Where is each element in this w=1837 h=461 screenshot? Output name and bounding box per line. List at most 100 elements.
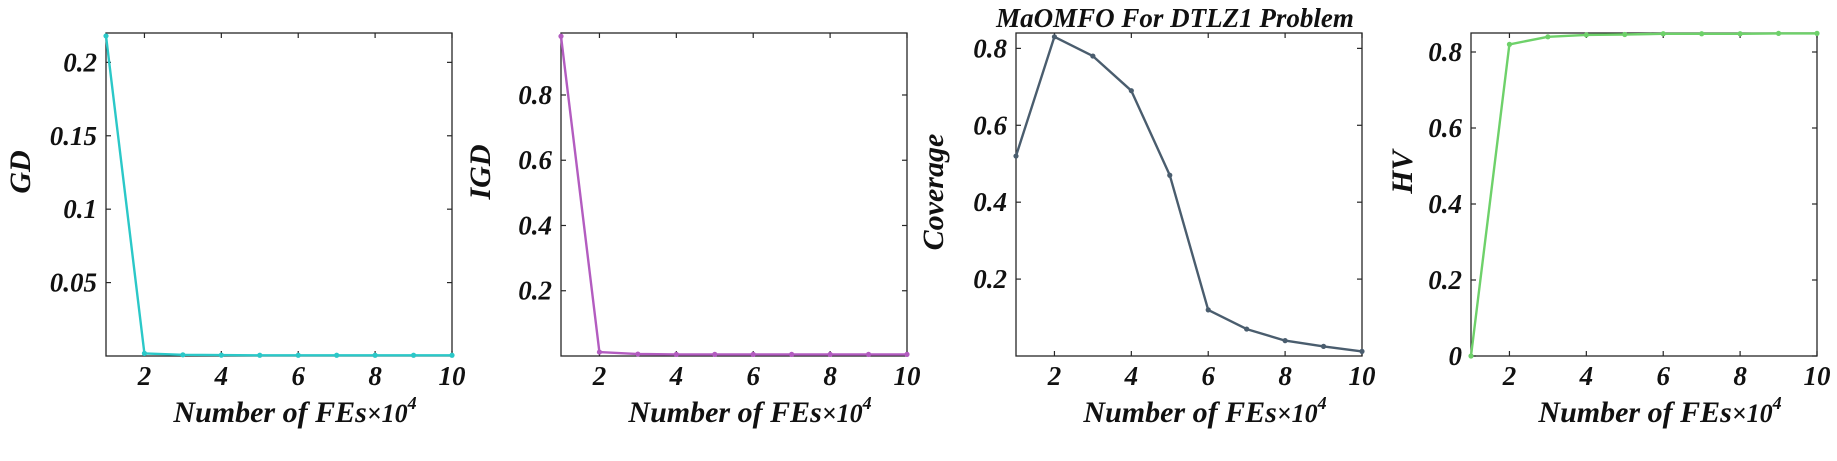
data-point [1090, 53, 1096, 59]
x-tick-label: 8 [1733, 361, 1747, 391]
y-tick-label: 0.8 [518, 80, 552, 110]
chart-panel-2: 2 4 6 8 10 0.2 0.4 0.6 0.8 Number of FEs×104 IGD [464, 32, 922, 429]
data-point [1699, 31, 1705, 37]
x-tick-label: 4 [1579, 361, 1594, 391]
y-tick-label: 0.2 [1428, 265, 1462, 295]
data-point [635, 351, 641, 357]
y-tick-label: 0.6 [1428, 113, 1462, 143]
data-point [1468, 353, 1474, 359]
y-tick-label: 0.6 [973, 110, 1007, 140]
x-tick-label: 2 [1047, 361, 1062, 391]
data-point [712, 351, 718, 357]
x-axis-label: Number of FEs×104 [1537, 393, 1781, 429]
chart-panel-4: 2 4 6 8 10 0 0.2 0.4 0.6 0.8 Number of FEs×104 HV [1386, 30, 1832, 429]
series-line [1469, 32, 1817, 357]
series-line [1014, 35, 1363, 353]
y-tick-label: 0.4 [518, 210, 552, 240]
data-point [1320, 343, 1327, 349]
data-point [1622, 31, 1628, 38]
data-point [1775, 30, 1782, 36]
data-point [596, 349, 603, 355]
x-tick-label: 4 [1124, 361, 1139, 391]
y-axis-label: Coverage [917, 134, 950, 251]
y-tick-label: 0.2 [973, 264, 1007, 294]
data-point [449, 352, 455, 358]
data-point [904, 351, 910, 357]
data-point [1051, 34, 1058, 40]
data-point [1737, 31, 1743, 37]
x-tick-label: 2 [592, 361, 607, 391]
data-point [1506, 41, 1513, 48]
y-tick-label: 0 [1449, 341, 1463, 371]
data-point [1205, 307, 1211, 313]
data-point [1545, 34, 1551, 40]
data-point [865, 351, 872, 357]
x-tick-label: 2 [137, 361, 152, 391]
x-tick-label: 6 [291, 361, 305, 391]
y-tick-label: 0.8 [973, 33, 1007, 63]
x-tick-label: 4 [669, 361, 684, 391]
x-tick-label: 10 [439, 361, 467, 391]
chart-panel-3: 2 4 6 8 10 0.2 0.4 0.6 0.8 Number of FEs×104 Cover… [917, 32, 1377, 429]
data-point [141, 350, 148, 356]
data-point [218, 352, 224, 358]
x-tick-label: 10 [1804, 361, 1832, 391]
data-point [558, 33, 564, 39]
x-tick-label: 10 [1349, 361, 1377, 391]
data-point [1282, 338, 1288, 344]
plot-frame [1470, 32, 1818, 357]
x-tick-label: 8 [823, 361, 837, 391]
y-tick-label: 0.4 [973, 187, 1007, 217]
y-axis-label: HV [1386, 147, 1419, 194]
y-tick-label: 0.8 [1428, 37, 1462, 67]
x-tick-label: 6 [746, 361, 760, 391]
data-point [103, 33, 109, 39]
y-tick-label: 0.05 [50, 268, 97, 298]
data-point [334, 352, 340, 358]
y-axis-label: IGD [464, 144, 497, 200]
data-point [789, 351, 795, 357]
data-point [1244, 326, 1250, 332]
x-axis-label: Number of FEs×104 [1082, 393, 1326, 429]
x-tick-label: 8 [368, 361, 382, 391]
data-point [1814, 30, 1820, 36]
y-axis-label: GD [4, 150, 37, 193]
plot-frame [1015, 32, 1363, 357]
data-point [1359, 348, 1365, 354]
data-point [295, 352, 301, 358]
data-point [1660, 31, 1666, 37]
x-tick-label: 6 [1656, 361, 1670, 391]
data-point [750, 351, 756, 357]
x-tick-label: 8 [1278, 361, 1292, 391]
y-tick-label: 0.15 [50, 121, 97, 151]
data-point [673, 351, 679, 357]
x-tick-label: 6 [1201, 361, 1215, 391]
y-tick-label: 0.2 [518, 276, 552, 306]
data-point [1167, 172, 1173, 178]
x-tick-label: 2 [1502, 361, 1517, 391]
series-line [559, 36, 907, 356]
series-line [104, 35, 452, 357]
data-point [1013, 153, 1019, 159]
data-point [180, 352, 186, 358]
data-point [827, 351, 833, 357]
x-axis-label: Number of FEs×104 [627, 393, 871, 429]
data-point [1128, 88, 1134, 94]
y-tick-label: 0.4 [1428, 189, 1462, 219]
y-tick-label: 0.2 [63, 47, 97, 77]
y-tick-label: 0.6 [518, 145, 552, 175]
x-tick-label: 4 [214, 361, 229, 391]
plot-frame [560, 32, 908, 357]
y-tick-label: 0.1 [63, 194, 97, 224]
data-point [257, 352, 263, 358]
chart-panel-1: 2 4 6 8 10 0.05 0.1 0.15 0.2 Number of FEs×104 GD [4, 32, 467, 429]
figure-title: MaOMFO For DTLZ1 Problem [995, 3, 1354, 33]
x-tick-label: 10 [894, 361, 922, 391]
data-point [1583, 32, 1589, 38]
data-point [410, 352, 417, 358]
data-point [372, 352, 378, 358]
plot-frame [105, 32, 453, 357]
x-axis-label: Number of FEs×104 [172, 393, 416, 429]
